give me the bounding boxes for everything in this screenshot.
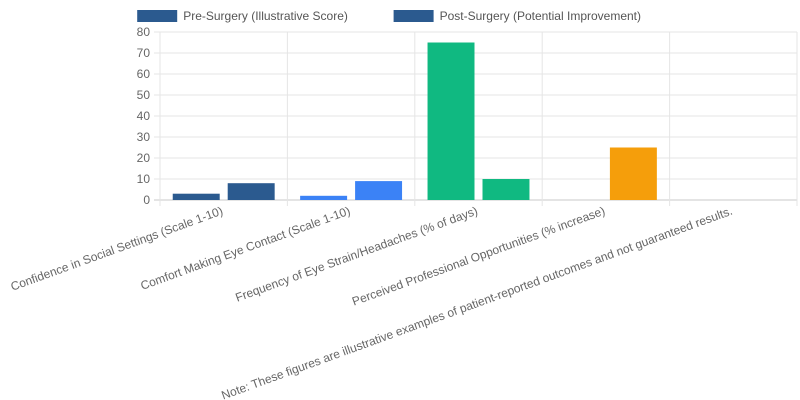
y-tick-label: 80 bbox=[137, 25, 151, 39]
bars bbox=[172, 42, 657, 201]
legend[interactable]: Pre-Surgery (Illustrative Score) Post-Sur… bbox=[137, 9, 641, 23]
y-tick-label: 30 bbox=[137, 130, 151, 144]
bar-post-3[interactable] bbox=[609, 147, 657, 201]
legend-item-post-surgery[interactable]: Post-Surgery (Potential Improvement) bbox=[393, 9, 641, 23]
y-tick-label: 60 bbox=[137, 67, 151, 81]
y-tick-label: 40 bbox=[137, 109, 151, 123]
y-tick-label: 20 bbox=[137, 151, 151, 165]
y-tick-label: 0 bbox=[143, 193, 150, 207]
bar-pre-2[interactable] bbox=[427, 42, 475, 201]
bar-post-0[interactable] bbox=[227, 183, 275, 200]
y-tick-label: 10 bbox=[137, 172, 151, 186]
y-tick-label: 70 bbox=[137, 46, 151, 60]
legend-label: Pre-Surgery (Illustrative Score) bbox=[183, 9, 348, 23]
bar-pre-0[interactable] bbox=[172, 193, 220, 200]
legend-swatch bbox=[393, 10, 434, 22]
bar-post-2[interactable] bbox=[482, 179, 530, 200]
grid-lines bbox=[154, 31, 798, 206]
y-tick-label: 50 bbox=[137, 88, 151, 102]
x-tick-label: Perceived Professional Opportunities (% … bbox=[350, 204, 607, 309]
bar-pre-1[interactable] bbox=[300, 195, 348, 200]
x-tick-label: Confidence in Social Settings (Scale 1-1… bbox=[9, 204, 225, 294]
axes: 0 10 20 30 40 50 60 70 80 Confidence in Social Se… bbox=[9, 25, 735, 400]
x-tick-label: Comfort Making Eye Contact (Scale 1-10) bbox=[139, 204, 352, 293]
x-tick-label: Frequency of Eye Strain/Headaches (% of … bbox=[233, 204, 479, 305]
bar-post-1[interactable] bbox=[355, 181, 403, 200]
legend-swatch bbox=[137, 10, 178, 22]
legend-label: Post-Surgery (Potential Improvement) bbox=[440, 9, 641, 23]
legend-item-pre-surgery[interactable]: Pre-Surgery (Illustrative Score) bbox=[137, 9, 348, 23]
